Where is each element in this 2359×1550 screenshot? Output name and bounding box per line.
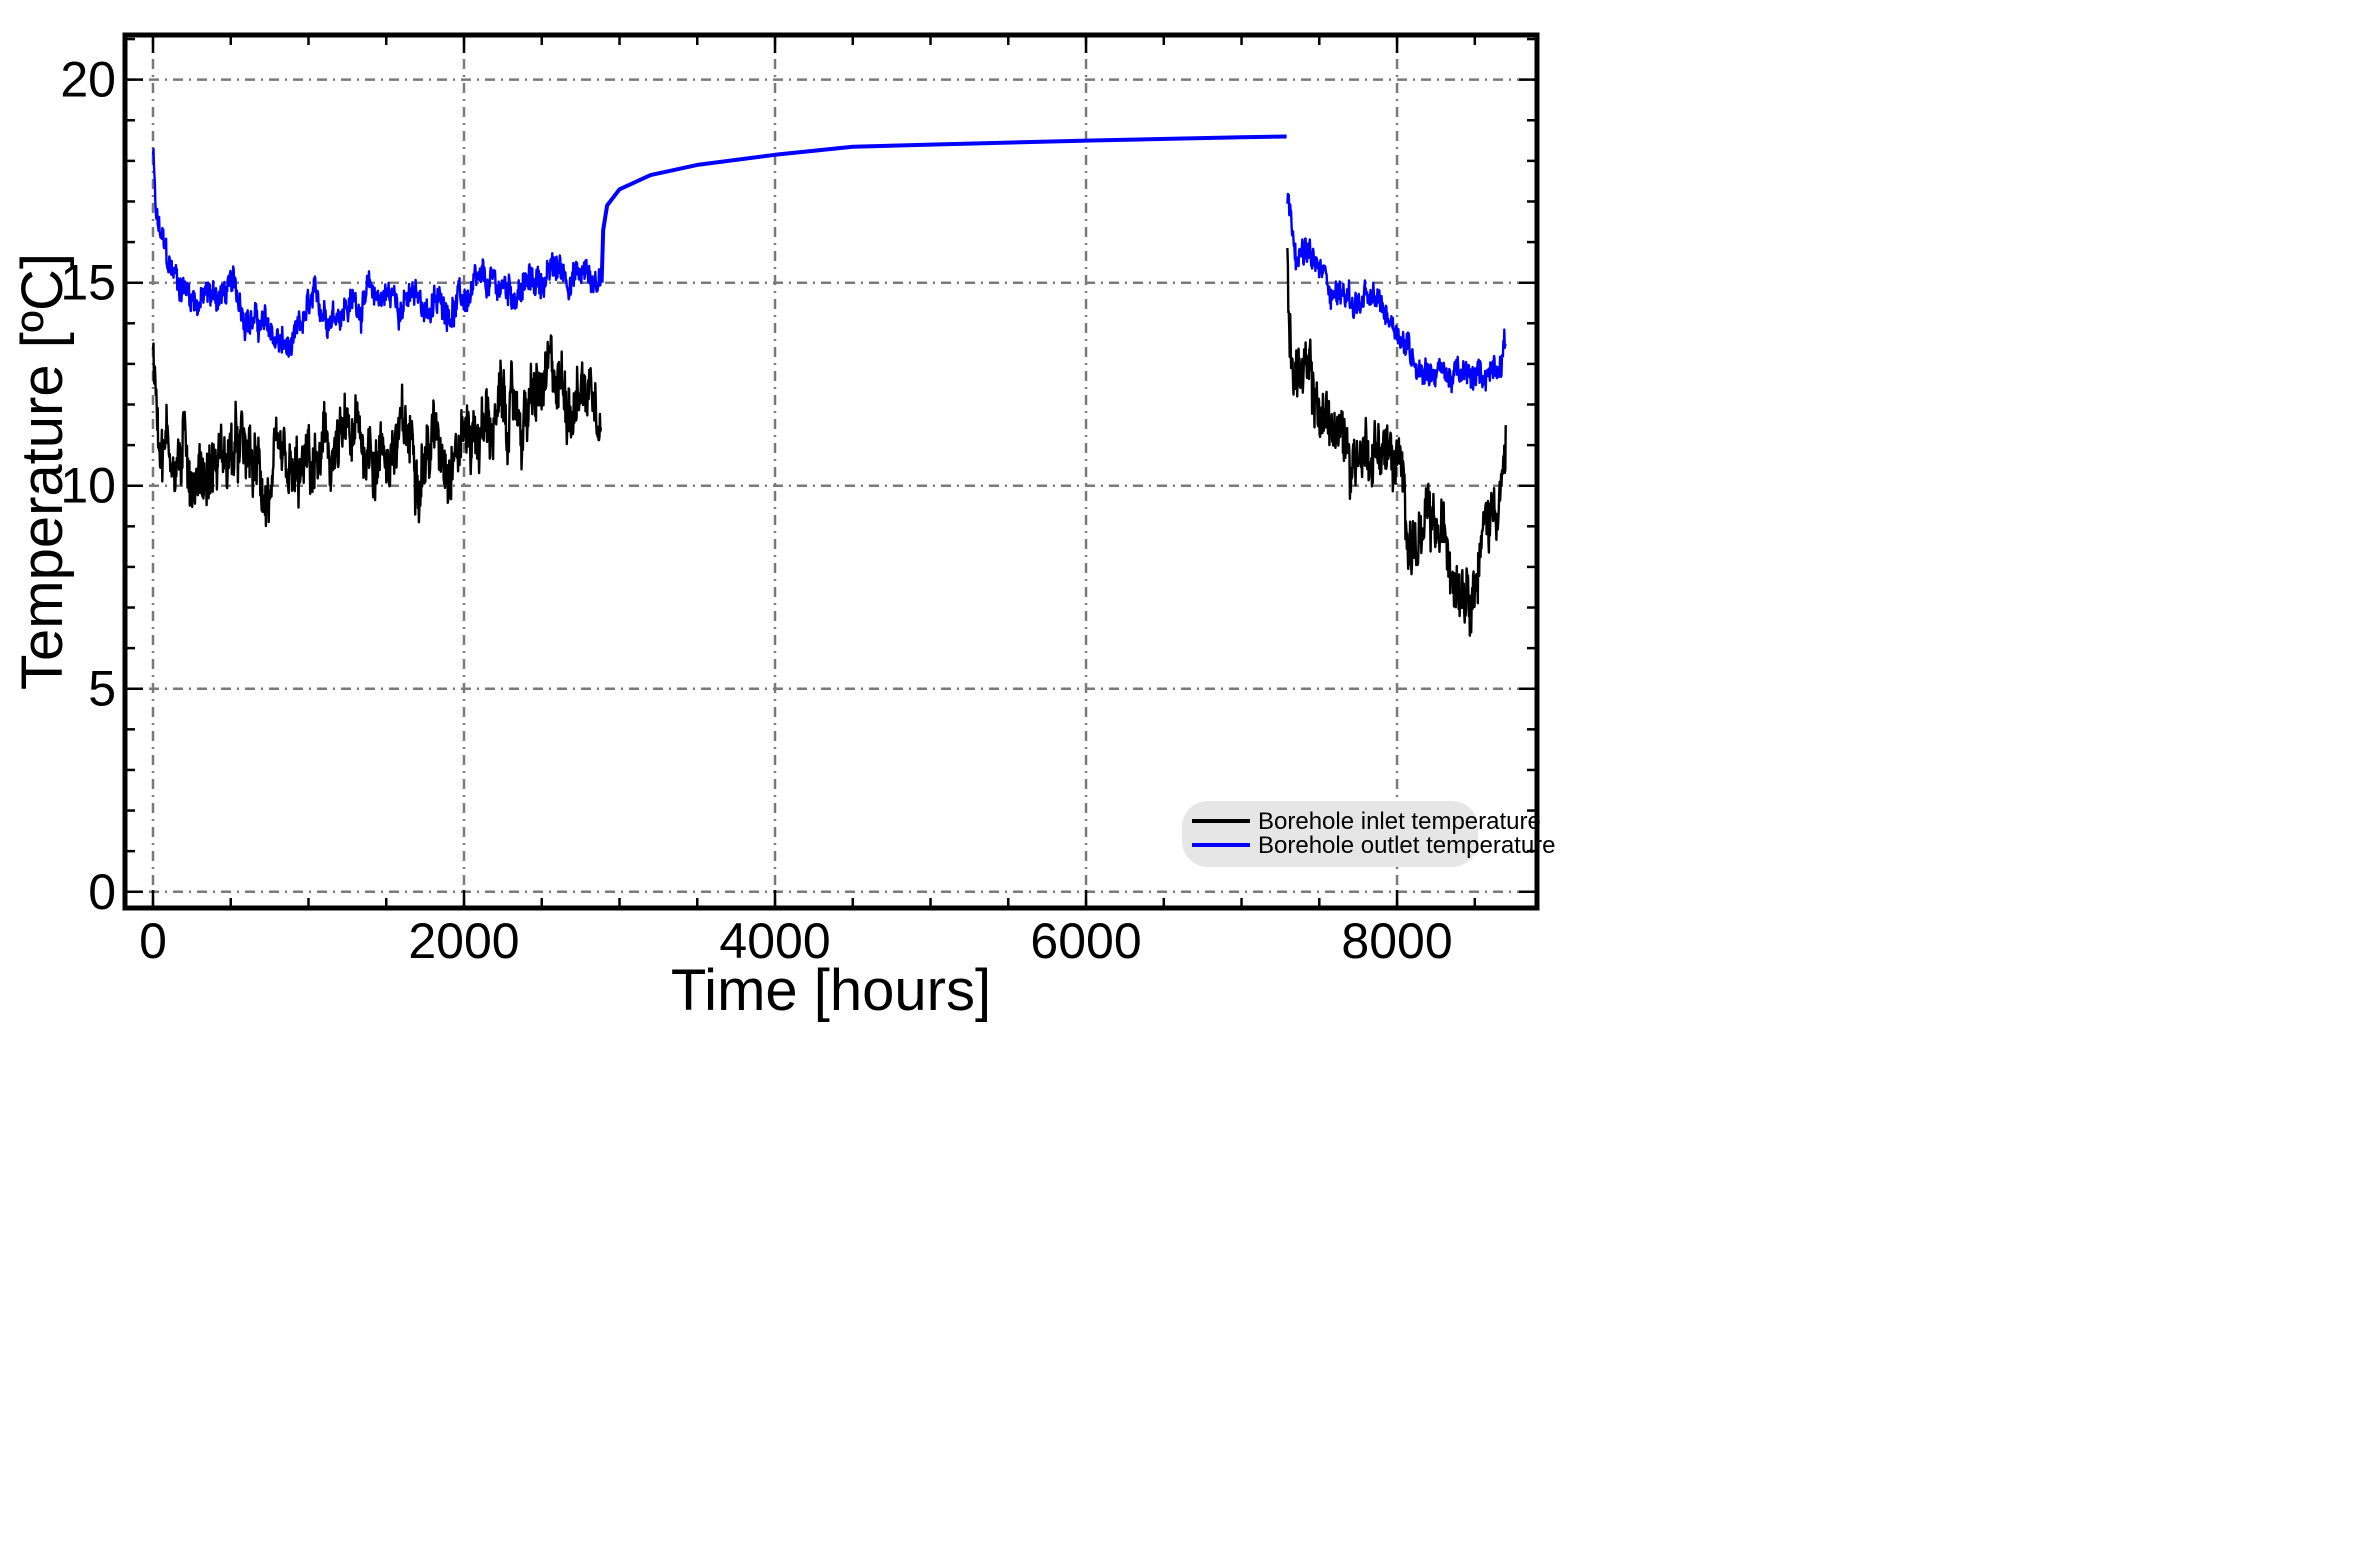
y-tick-label: 5 bbox=[88, 661, 116, 717]
x-tick-label: 6000 bbox=[1030, 913, 1141, 969]
legend-entry-inlet: Borehole inlet temperature bbox=[1258, 808, 1541, 835]
y-tick-label: 10 bbox=[60, 458, 116, 514]
legend-box bbox=[1182, 801, 1478, 867]
series-line-1 bbox=[151, 147, 603, 358]
tick-labels: 0 2000 4000 6000 8000 0 5 10 15 20 bbox=[60, 52, 1452, 969]
series-line-4 bbox=[1286, 247, 1507, 637]
y-axis-label: Temperature [ºC] bbox=[10, 253, 75, 690]
y-tick-label: 15 bbox=[60, 255, 116, 311]
legend: Borehole inlet temperature Borehole outl… bbox=[1182, 801, 1556, 867]
y-tick-label: 0 bbox=[88, 864, 116, 920]
plot-frame bbox=[122, 32, 1540, 911]
legend-entry-outlet: Borehole outlet temperature bbox=[1258, 832, 1556, 859]
series-line-0 bbox=[151, 334, 603, 528]
series-layer bbox=[151, 134, 1507, 637]
x-axis-label: Time [hours] bbox=[671, 958, 991, 1023]
tick-marks bbox=[125, 35, 1537, 908]
x-tick-label: 4000 bbox=[719, 913, 830, 969]
x-tick-label: 0 bbox=[139, 913, 167, 969]
y-tick-label: 20 bbox=[60, 52, 116, 108]
series-line-2 bbox=[599, 134, 1287, 283]
x-tick-label: 2000 bbox=[408, 913, 519, 969]
x-tick-label: 8000 bbox=[1341, 913, 1452, 969]
grid-lines bbox=[125, 35, 1537, 908]
series-line-3 bbox=[1286, 192, 1507, 394]
